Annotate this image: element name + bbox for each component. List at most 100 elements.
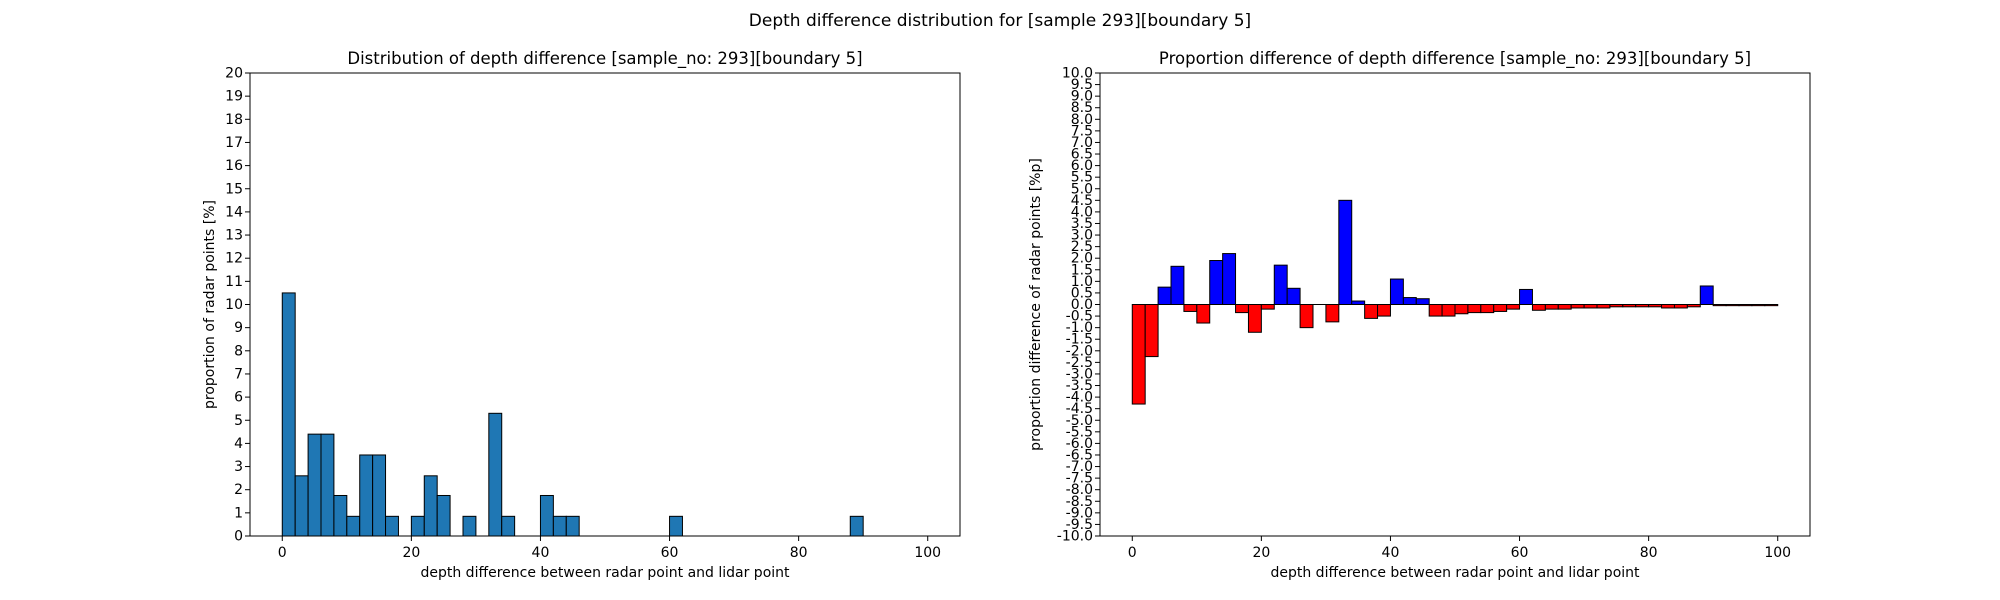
chart-left-ytick-label: 6 [234,390,243,406]
chart-right-ytick-label: 4.5 [1071,193,1093,209]
chart-left-ytick-label: 1 [234,505,243,521]
chart-right-bar [1583,304,1598,309]
chart-right-xticks: 0 20 40 60 80 100 [1128,536,1791,561]
chart-left-ytick-label: 16 [225,158,243,174]
chart-right-bar [1170,265,1185,305]
chart-left-bar [423,475,438,537]
chart-right-ytick-label: 9.0 [1071,89,1093,105]
chart-right-xtick-label: 100 [1764,545,1791,561]
chart-right-ytick-label: 6.5 [1071,147,1093,163]
chart-left-frame [249,72,961,537]
chart-right-bar [1596,304,1611,309]
chart-right-ytick-label: 8.5 [1071,100,1093,116]
chart-left-bar [501,515,516,537]
chart-right-bar [1493,304,1508,312]
chart-right-bar [1557,304,1572,310]
chart-right-bar [1286,287,1301,306]
chart-right-ytick-label: 1.5 [1071,262,1093,278]
chart-left-ytick-label: 14 [225,204,243,220]
chart-left-ytick-label: 19 [225,89,243,105]
chart-right-ytick-label: 0.5 [1071,285,1093,301]
chart-right-bar [1506,304,1521,310]
chart-right-ytick-label: -9.0 [1066,505,1093,521]
chart-right-ytick-label: -3.0 [1066,366,1093,382]
chart-right-bar [1196,304,1211,324]
chart-left-ytick-label: 12 [225,251,243,267]
chart-right-bar [1415,298,1430,305]
chart-left-ytick-label: 3 [234,459,243,475]
chart-left-bar [359,454,374,537]
chart-right-ytick-label: 7.0 [1071,135,1093,151]
chart-left-ytick-label: 5 [234,413,243,429]
chart-right-ytick-label: -3.5 [1066,378,1093,394]
chart-left-xtick-label: 40 [532,545,550,561]
chart-right-bar [1377,304,1391,317]
chart-right-ytick-label: 5.0 [1071,181,1093,197]
chart-right-ytick-label: 4.0 [1071,204,1093,220]
chart-right-ytick-label: -6.5 [1066,447,1093,463]
chart-left-xtick-label: 60 [661,545,679,561]
chart-right-bar [1235,304,1249,314]
chart-right-ytick-label: 5.5 [1071,170,1093,186]
chart-left-ytick-label: 20 [225,66,243,82]
chart-right: Proportion difference of depth differenc… [1028,49,1811,581]
chart-right-xtick-label: 40 [1382,545,1400,561]
chart-left-ytick-label: 17 [225,135,243,151]
chart-right-bar [1131,304,1146,405]
chart-right-ytick-label: -9.5 [1066,517,1093,533]
chart-right-ytick-label: -8.0 [1066,482,1093,498]
chart-left-ytick-label: 10 [225,297,243,313]
chart-right-ytick-label: 2.0 [1071,251,1093,267]
chart-left-ytick-label: 15 [225,181,243,197]
chart-left-bar [307,433,322,537]
chart-left-ytick-label: 13 [225,228,243,244]
chart-right-ytick-label: -8.5 [1066,494,1093,510]
chart-right-bars [1131,199,1779,405]
chart-right-xtick-label: 20 [1252,545,1270,561]
chart-right-bar [1402,297,1417,305]
chart-right-ytick-label: 7.5 [1071,123,1093,139]
chart-right-ytick-label: -4.5 [1066,401,1093,417]
chart-right-ytick-label: -6.0 [1066,436,1093,452]
chart-right-bar [1364,304,1379,319]
chart-left-bar [669,515,683,537]
chart-right-xlabel: depth difference between radar point and… [1270,565,1640,581]
chart-left-ytick-label: 2 [234,482,243,498]
chart-right-bar [1222,253,1237,306]
chart-right-title: Proportion difference of depth differenc… [1159,49,1751,69]
chart-left-bar [333,494,348,537]
chart-left-bar [385,515,399,537]
chart-right-bar [1673,304,1688,309]
chart-left-title: Distribution of depth difference [sample… [347,49,862,69]
chart-right-bar [1157,286,1172,306]
chart-left-bar [436,494,451,537]
chart-right-bar [1480,304,1495,314]
chart-right-ytick-label: 6.0 [1071,158,1093,174]
chart-left-xlabel: depth difference between radar point and… [420,565,790,581]
chart-left-bars [281,292,864,537]
chart-left-bar [488,412,503,537]
chart-right-ytick-label: -0.5 [1066,309,1093,325]
chart-left-bar [849,515,864,537]
chart-right-bar [1519,288,1533,306]
chart-right-bar [1531,304,1546,311]
chart-right-bar [1325,304,1340,323]
chart-right-bar [1661,304,1675,309]
chart-right-ytick-label: -10.0 [1057,529,1093,545]
chart-right-bar [1273,264,1288,305]
chart-left-bar [372,454,387,537]
chart-right-bar [1183,304,1198,312]
chart-right-xtick-label: 0 [1128,545,1137,561]
chart-left-bar [462,515,477,537]
chart-right-bar [1338,199,1353,305]
chart-right-xtick-label: 60 [1511,545,1529,561]
chart-right-ytick-label: -1.0 [1066,320,1093,336]
chart-right-ytick-label: -4.0 [1066,390,1093,406]
chart-left-ytick-label: 7 [234,366,243,382]
chart-right-bar [1247,304,1262,333]
chart-left-bar [552,515,567,537]
chart-right-bar [1144,304,1159,358]
chart-right-bar [1299,304,1314,329]
